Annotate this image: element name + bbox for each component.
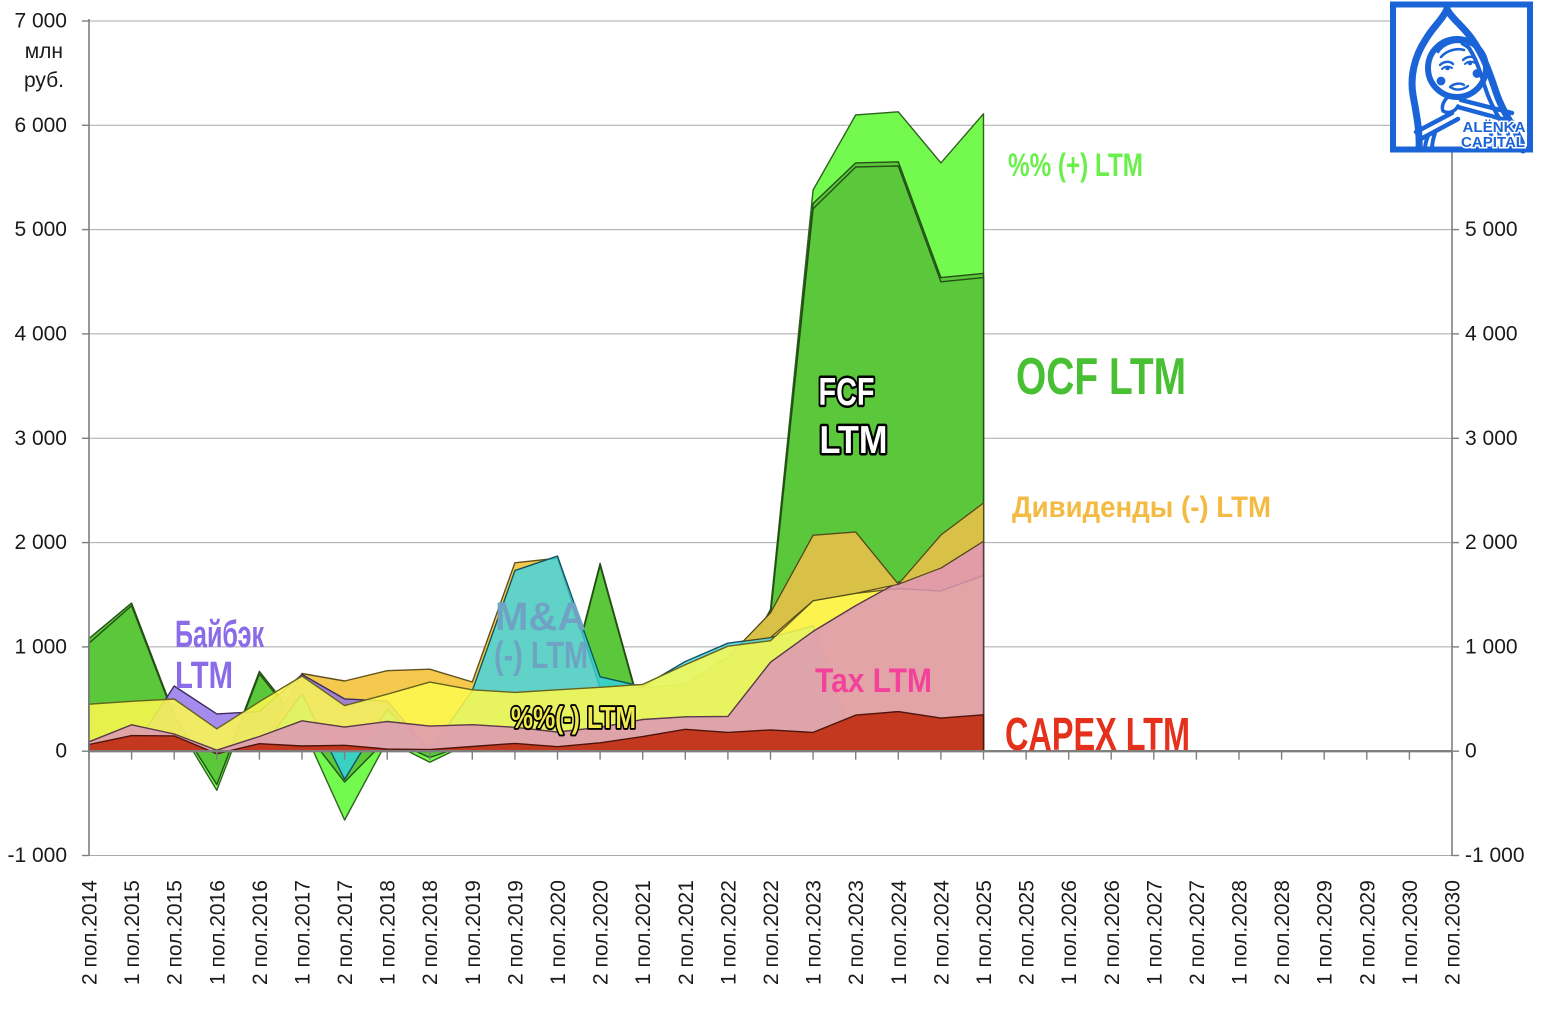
svg-text:1 000: 1 000 (1465, 635, 1518, 658)
svg-text:1 пол.2027: 1 пол.2027 (1143, 880, 1166, 985)
svg-text:2 пол.2026: 2 пол.2026 (1101, 880, 1124, 985)
svg-text:Tax LTM: Tax LTM (815, 662, 932, 700)
svg-text:2 пол.2030: 2 пол.2030 (1442, 880, 1465, 985)
svg-text:2 пол.2027: 2 пол.2027 (1186, 880, 1209, 985)
svg-text:руб.: руб. (24, 69, 64, 92)
svg-text:1 пол.2025: 1 пол.2025 (973, 880, 996, 985)
svg-text:5 000: 5 000 (1465, 218, 1518, 241)
svg-text:0: 0 (1465, 740, 1477, 763)
svg-text:1 пол.2030: 1 пол.2030 (1399, 880, 1422, 985)
svg-text:2 пол.2017: 2 пол.2017 (334, 880, 357, 985)
svg-text:Байбэк: Байбэк (175, 614, 265, 656)
svg-text:LTM: LTM (820, 419, 888, 462)
svg-text:2 000: 2 000 (14, 531, 67, 554)
svg-text:1 пол.2024: 1 пол.2024 (888, 880, 911, 985)
svg-text:2 пол.2021: 2 пол.2021 (675, 880, 698, 985)
svg-text:2 пол.2019: 2 пол.2019 (504, 880, 527, 985)
svg-text:1 пол.2023: 1 пол.2023 (803, 880, 826, 985)
svg-text:2 пол.2025: 2 пол.2025 (1016, 880, 1039, 985)
svg-text:2 пол.2015: 2 пол.2015 (164, 880, 187, 985)
svg-text:CAPEX LTM: CAPEX LTM (1005, 708, 1190, 760)
svg-text:2 пол.2023: 2 пол.2023 (845, 880, 868, 985)
svg-text:Дивиденды (-) LTM: Дивиденды (-) LTM (1012, 491, 1271, 524)
svg-text:6 000: 6 000 (14, 114, 67, 137)
svg-text:2 пол.2016: 2 пол.2016 (249, 880, 272, 985)
svg-text:2 пол.2022: 2 пол.2022 (760, 880, 783, 985)
svg-text:1 пол.2015: 1 пол.2015 (121, 880, 144, 985)
svg-text:2 000: 2 000 (1465, 531, 1518, 554)
svg-text:млн: млн (25, 40, 63, 63)
svg-text:ALЁNKA: ALЁNKA (1463, 119, 1527, 136)
svg-text:2 пол.2028: 2 пол.2028 (1271, 880, 1294, 985)
svg-text:1 пол.2029: 1 пол.2029 (1314, 880, 1337, 985)
svg-text:1 пол.2021: 1 пол.2021 (632, 880, 655, 985)
svg-text:5 000: 5 000 (14, 218, 67, 241)
svg-text:1 пол.2026: 1 пол.2026 (1058, 880, 1081, 985)
svg-text:LTM: LTM (175, 655, 233, 697)
svg-text:2 пол.2018: 2 пол.2018 (419, 880, 442, 985)
svg-text:3 000: 3 000 (1465, 427, 1518, 450)
svg-text:2 пол.2024: 2 пол.2024 (930, 880, 953, 985)
svg-text:1 000: 1 000 (14, 635, 67, 658)
svg-text:2 пол.2029: 2 пол.2029 (1356, 880, 1379, 985)
svg-text:2 пол.2020: 2 пол.2020 (590, 880, 613, 985)
svg-text:1 пол.2017: 1 пол.2017 (292, 880, 315, 985)
svg-text:7 000: 7 000 (14, 10, 67, 33)
svg-text:1 пол.2018: 1 пол.2018 (377, 880, 400, 985)
svg-text:1 пол.2016: 1 пол.2016 (206, 880, 229, 985)
svg-text:-1 000: -1 000 (1465, 844, 1525, 867)
svg-text:2 пол.2014: 2 пол.2014 (79, 880, 102, 985)
svg-text:1 пол.2028: 1 пол.2028 (1229, 880, 1252, 985)
svg-text:OCF LTM: OCF LTM (1016, 348, 1186, 406)
svg-text:4 000: 4 000 (1465, 322, 1518, 345)
svg-text:(-) LTM: (-) LTM (494, 635, 588, 677)
svg-text:M&A: M&A (495, 595, 586, 639)
svg-text:CAPITAL: CAPITAL (1461, 135, 1525, 151)
svg-text:%% (+) LTM: %% (+) LTM (1008, 147, 1143, 183)
svg-text:1 пол.2020: 1 пол.2020 (547, 880, 570, 985)
svg-text:3 000: 3 000 (14, 427, 67, 450)
svg-text:1 пол.2019: 1 пол.2019 (462, 880, 485, 985)
svg-text:4 000: 4 000 (14, 322, 67, 345)
svg-text:0: 0 (55, 740, 67, 763)
svg-text:-1 000: -1 000 (7, 844, 67, 867)
svg-text:%%(-) LTM: %%(-) LTM (511, 700, 636, 735)
svg-text:FCF: FCF (819, 371, 875, 414)
svg-text:1 пол.2022: 1 пол.2022 (717, 880, 740, 985)
